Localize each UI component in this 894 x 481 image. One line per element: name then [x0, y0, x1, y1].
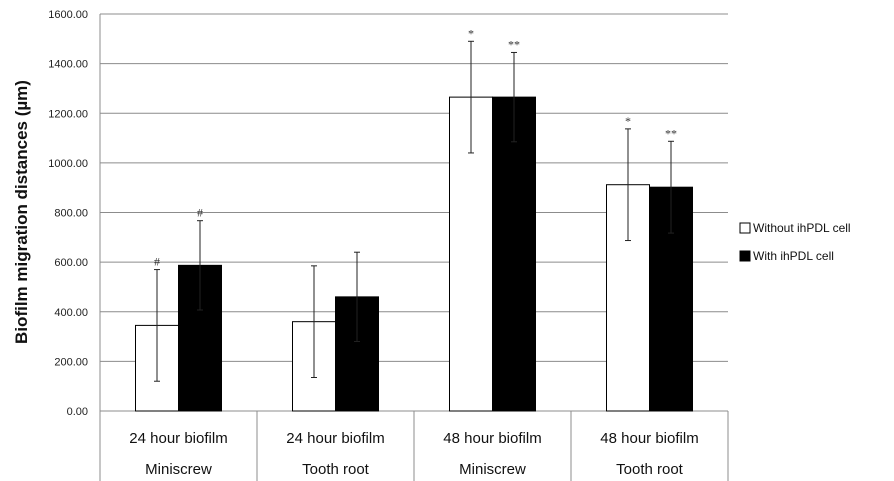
y-tick-label: 1600.00 — [48, 9, 88, 21]
y-tick-label: 800.00 — [54, 208, 88, 220]
y-tick-label: 1000.00 — [48, 158, 88, 170]
significance-marker: # — [197, 206, 203, 220]
significance-marker: ** — [508, 37, 520, 51]
y-tick-label: 400.00 — [54, 307, 88, 319]
y-tick-label: 1400.00 — [48, 59, 88, 71]
y-axis-label: Biofilm migration distances (µm) — [12, 80, 31, 344]
bars — [135, 96, 693, 412]
y-tick-label: 0.00 — [67, 406, 88, 418]
bar — [492, 96, 536, 412]
error-bars — [154, 40, 674, 382]
category-axis-table: 24 hour biofilm Miniscrew 24 hour biofilm T… — [99, 411, 729, 481]
significance-marker: * — [468, 26, 474, 40]
category-label-line1: 24 hour biofilm — [129, 430, 227, 447]
category-label-line1: 24 hour biofilm — [286, 430, 384, 447]
legend-swatch — [739, 250, 751, 262]
legend-label: Without ihPDL cell — [753, 221, 851, 235]
significance-annotations: #**#**** — [154, 26, 677, 268]
y-tick-label: 200.00 — [54, 356, 88, 368]
category-label-line2: Miniscrew — [145, 461, 212, 478]
legend-swatch — [739, 222, 751, 234]
legend: Without ihPDL cell With ihPDL cell — [739, 221, 851, 263]
significance-marker: ** — [665, 126, 677, 140]
y-axis-tick-labels: 0.00 200.00 400.00 600.00 800.00 1000.00 1200.… — [48, 9, 88, 418]
significance-marker: * — [625, 114, 631, 128]
y-tick-label: 600.00 — [54, 257, 88, 269]
significance-marker: # — [154, 255, 160, 269]
category-label-line1: 48 hour biofilm — [600, 430, 698, 447]
category-label-line2: Tooth root — [616, 461, 684, 478]
category-label-line2: Tooth root — [302, 461, 370, 478]
legend-label: With ihPDL cell — [753, 249, 834, 263]
y-tick-label: 1200.00 — [48, 108, 88, 120]
category-label-line1: 48 hour biofilm — [443, 430, 541, 447]
category-label-line2: Miniscrew — [459, 461, 526, 478]
